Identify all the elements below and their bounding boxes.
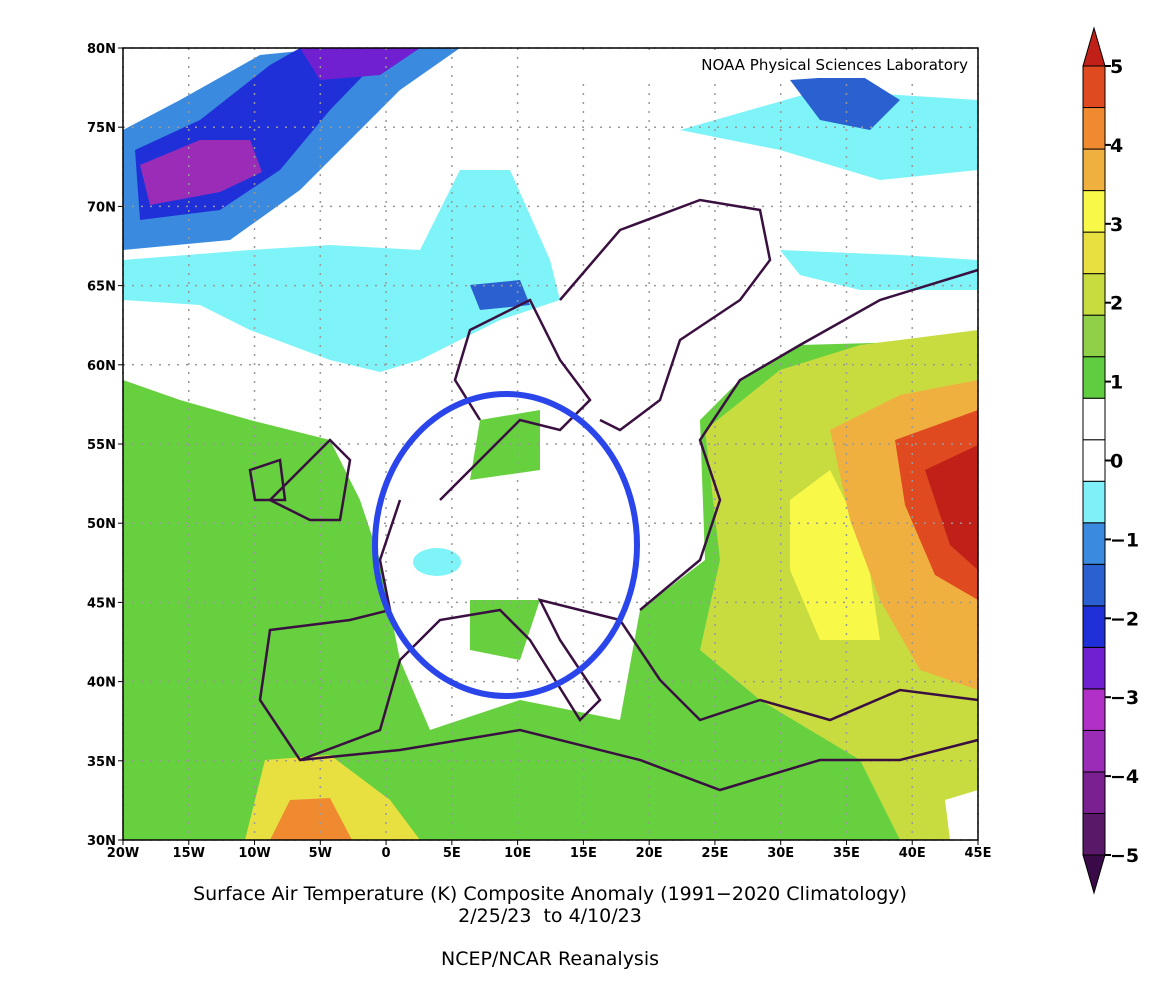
colorbar-band — [1082, 771, 1106, 814]
lon-label: 10W — [238, 846, 270, 861]
lon-label: 10E — [504, 846, 531, 861]
colorbar-band — [1082, 646, 1106, 690]
colorbar-label: −3 — [1110, 687, 1139, 709]
colorbar-band — [1082, 65, 1106, 109]
lon-label: 20W — [107, 846, 139, 861]
coastline — [299, 728, 979, 792]
lon-label: 0 — [382, 846, 391, 861]
lat-label: 35N — [87, 755, 116, 770]
highlight-ellipse — [372, 391, 640, 699]
field-purple — [300, 48, 420, 80]
colorbar-band — [1082, 605, 1106, 648]
anomaly-field — [123, 48, 978, 840]
colorbar-label: 5 — [1110, 56, 1123, 78]
coastlines — [248, 198, 979, 792]
lat-label: 30N — [87, 834, 116, 849]
lon-label: 15E — [570, 846, 597, 861]
lat-label: 65N — [87, 280, 116, 295]
field-white — [123, 48, 978, 730]
colorbar-band — [1082, 439, 1106, 482]
colorbar-arrow — [1082, 854, 1106, 895]
colorbar-band — [1082, 107, 1106, 150]
colorbar-label: 4 — [1110, 135, 1123, 157]
field-darkred — [925, 445, 978, 570]
field-green — [470, 600, 540, 660]
coastline — [258, 499, 979, 762]
colorbar-band — [1082, 397, 1106, 441]
colorbar-band — [1082, 231, 1106, 275]
lon-label: 15W — [173, 846, 205, 861]
lat-label: 45N — [87, 596, 116, 611]
field-blue — [790, 75, 900, 130]
coastline — [439, 298, 592, 501]
colorbar-band — [1082, 273, 1106, 316]
lat-label: 60N — [87, 359, 116, 374]
colorbar-label: 1 — [1110, 372, 1123, 394]
field-cyan — [680, 90, 978, 180]
lon-label: 40E — [899, 846, 926, 861]
field-cyan — [413, 548, 461, 576]
colorbar-band — [1082, 563, 1106, 607]
field-orange — [270, 798, 352, 840]
lon-label: 20E — [636, 846, 663, 861]
field-blue — [470, 280, 530, 310]
dates: 2/25/23 to 4/10/23 — [458, 905, 642, 927]
coastline — [248, 458, 287, 502]
colorbar-band — [1082, 314, 1106, 358]
colorbar-label: −1 — [1110, 529, 1139, 551]
lon-label: 5W — [309, 846, 332, 861]
coastline — [559, 198, 772, 432]
lon-label: 25E — [701, 846, 728, 861]
lon-label: 5E — [443, 846, 461, 861]
colorbar-band — [1082, 812, 1106, 856]
colorbar-label: 2 — [1110, 293, 1123, 315]
colorbar-band — [1082, 356, 1106, 399]
source: NCEP/NCAR Reanalysis — [441, 948, 659, 970]
lat-label: 70N — [87, 200, 116, 215]
field-green — [470, 410, 540, 480]
lat-label: 55N — [87, 438, 116, 453]
colorbar-arrow — [1082, 26, 1106, 67]
colorbar-band — [1082, 480, 1106, 524]
colorbar-label: 3 — [1110, 214, 1123, 236]
colorbar-label: 0 — [1110, 451, 1123, 473]
lat-label: 50N — [87, 517, 116, 532]
colorbar-label: −2 — [1110, 608, 1139, 630]
credit-box — [560, 50, 976, 78]
colorbar: −5 −4 −3 −2 −1 0 1 2 3 4 5 — [1082, 26, 1139, 895]
lat-label: 75N — [87, 121, 116, 136]
colorbar-band — [1082, 522, 1106, 565]
colorbar-band — [1082, 688, 1106, 731]
field-cyan — [123, 170, 560, 372]
field-yellow — [790, 470, 880, 640]
field-cyan — [780, 250, 978, 290]
lat-label: 40N — [87, 676, 116, 691]
lon-label: 45E — [965, 846, 992, 861]
colorbar-band — [1082, 148, 1106, 192]
lon-label: 30E — [767, 846, 794, 861]
colorbar-band — [1082, 729, 1106, 773]
coastline — [267, 438, 352, 522]
colorbar-band — [1082, 190, 1106, 233]
field-purple — [140, 140, 262, 205]
coastline — [639, 268, 979, 611]
lat-label: 80N — [87, 42, 116, 57]
title: Surface Air Temperature (K) Composite An… — [193, 883, 907, 905]
lon-label: 35E — [833, 846, 860, 861]
colorbar-label: −5 — [1110, 845, 1139, 867]
credit: NOAA Physical Sciences Laboratory — [701, 56, 968, 74]
colorbar-label: −4 — [1110, 766, 1139, 788]
field-white — [945, 790, 978, 840]
